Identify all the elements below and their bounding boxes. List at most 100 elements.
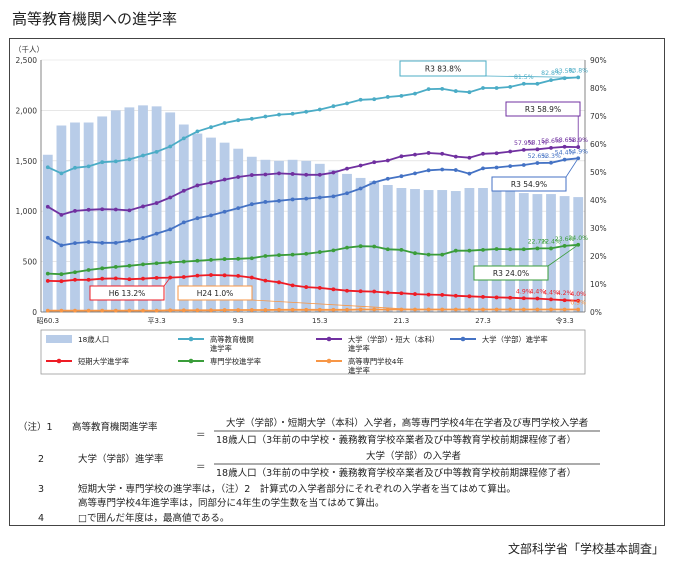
series-point xyxy=(535,246,540,251)
series-point xyxy=(521,147,526,152)
x-tick-label: 平3.3 xyxy=(148,317,166,325)
series-point xyxy=(494,86,499,90)
series-point xyxy=(521,296,526,301)
callout-box xyxy=(473,265,549,281)
series-point xyxy=(181,188,186,193)
series-point xyxy=(385,158,390,163)
series-point xyxy=(168,144,173,149)
series-point xyxy=(154,308,159,313)
series-point xyxy=(385,95,390,99)
series-point xyxy=(236,256,241,261)
series-point xyxy=(521,81,526,86)
series-point xyxy=(562,144,567,149)
series-point xyxy=(209,180,213,185)
series-point xyxy=(453,248,458,253)
series-point xyxy=(440,293,445,297)
series-point xyxy=(277,198,281,203)
series-point xyxy=(304,285,309,289)
series-point xyxy=(263,278,268,283)
series-point xyxy=(467,171,472,176)
series-point xyxy=(508,247,513,252)
series-point xyxy=(222,308,227,312)
callout-box xyxy=(89,285,165,301)
series-point xyxy=(222,273,227,278)
series-point xyxy=(249,256,254,261)
bar-18-population xyxy=(56,125,67,313)
series-point xyxy=(440,151,445,156)
series-point xyxy=(263,308,268,312)
series-point xyxy=(549,297,553,302)
data-label: 81.5% xyxy=(514,74,534,81)
series-point xyxy=(549,307,553,312)
series-point xyxy=(372,180,377,185)
legend-label: 短期大学進学率 xyxy=(78,357,129,366)
series-point xyxy=(494,165,499,170)
series-point xyxy=(263,254,268,258)
legend-label: 18歳人口 xyxy=(78,335,109,344)
series-point xyxy=(236,308,241,312)
series-point xyxy=(317,250,322,254)
y-right-tick-label: 60% xyxy=(590,140,607,149)
series-point xyxy=(127,208,132,213)
legend-swatch-point xyxy=(326,336,332,342)
series-point xyxy=(331,248,336,253)
bar-18-population xyxy=(437,190,448,312)
series-point xyxy=(154,261,159,266)
series-point xyxy=(399,174,404,179)
series-point xyxy=(100,240,105,245)
callout-text: R3 24.0% xyxy=(493,269,529,278)
callout-leader xyxy=(163,277,171,287)
legend-swatch-point xyxy=(56,358,62,364)
series-point xyxy=(399,291,404,296)
series-point xyxy=(372,289,377,294)
series-point xyxy=(317,172,322,177)
series-point xyxy=(249,116,254,121)
series-point xyxy=(73,308,77,313)
legend-label: 進学率 xyxy=(348,344,370,353)
series-point xyxy=(413,91,417,96)
series-point xyxy=(222,209,227,214)
series-point xyxy=(73,165,77,170)
series-point xyxy=(508,84,513,89)
series-point xyxy=(59,308,64,313)
series-point xyxy=(413,171,417,176)
series-point xyxy=(304,172,309,177)
series-point xyxy=(127,238,132,243)
series-point xyxy=(426,292,431,297)
y-right-tick-label: 0% xyxy=(590,308,602,317)
y-left-tick-label: 500 xyxy=(23,258,38,267)
series-point xyxy=(277,253,281,258)
series-point xyxy=(113,265,118,269)
series-point xyxy=(345,307,349,312)
series-point xyxy=(481,294,485,299)
series-point xyxy=(59,279,64,284)
series-point xyxy=(385,290,390,295)
series-point xyxy=(236,206,241,211)
series-point xyxy=(317,195,322,200)
callout-leader xyxy=(485,75,579,78)
data-label: 53.3% xyxy=(541,153,561,160)
series-point xyxy=(562,298,567,303)
series-point xyxy=(453,89,458,93)
series-point xyxy=(154,201,159,205)
series-point xyxy=(277,112,281,117)
series-point xyxy=(127,308,132,313)
x-tick-label: 令3.3 xyxy=(556,316,574,325)
data-label: 83.8% xyxy=(568,67,588,74)
bar-18-population xyxy=(423,190,434,312)
series-point xyxy=(141,262,145,267)
y-right-tick-label: 70% xyxy=(590,112,607,121)
series-point xyxy=(127,263,132,268)
series-point xyxy=(508,149,513,154)
series-point xyxy=(45,308,50,313)
callout-text: R3 83.8% xyxy=(425,65,461,74)
callout-text: H24 1.0% xyxy=(197,289,234,298)
bar-18-population xyxy=(260,159,271,312)
bar-18-population xyxy=(518,193,529,312)
series-point xyxy=(59,272,64,277)
data-label: 0.9% xyxy=(570,299,586,306)
series-point xyxy=(453,168,458,172)
series-point xyxy=(222,177,227,182)
series-point xyxy=(426,151,431,155)
series-point xyxy=(372,307,377,312)
